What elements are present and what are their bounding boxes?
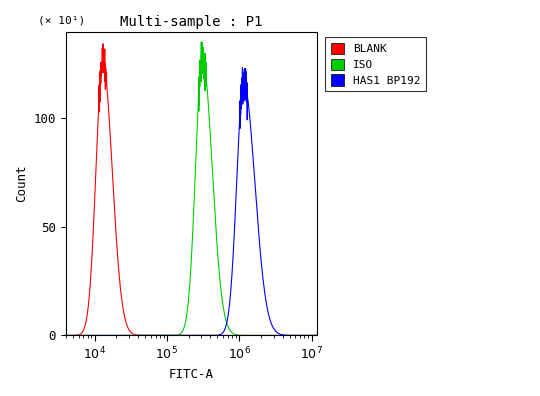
X-axis label: FITC-A: FITC-A: [169, 368, 214, 381]
ISO: [159, 333, 165, 338]
BLANK: [309, 333, 315, 338]
BLANK: [100, 42, 106, 46]
ISO: [198, 40, 205, 44]
ISO: [282, 333, 288, 338]
BLANK: [106, 120, 113, 125]
HAS1 BP192: [159, 333, 165, 338]
HAS1 BP192: [309, 333, 315, 338]
BLANK: [282, 333, 288, 338]
Y-axis label: Count: Count: [15, 165, 28, 202]
Legend: BLANK, ISO, HAS1 BP192: BLANK, ISO, HAS1 BP192: [325, 37, 426, 91]
ISO: [106, 333, 113, 338]
HAS1 BP192: [314, 333, 320, 338]
Line: ISO: ISO: [66, 42, 317, 335]
HAS1 BP192: [91, 333, 98, 338]
HAS1 BP192: [63, 333, 69, 338]
ISO: [63, 333, 69, 338]
ISO: [170, 333, 177, 338]
ISO: [314, 333, 320, 338]
ISO: [91, 333, 98, 338]
Line: BLANK: BLANK: [66, 44, 317, 335]
BLANK: [91, 202, 98, 207]
HAS1 BP192: [170, 333, 177, 338]
HAS1 BP192: [106, 333, 113, 338]
HAS1 BP192: [239, 65, 246, 70]
Line: HAS1 BP192: HAS1 BP192: [66, 68, 317, 335]
Text: (× 10¹): (× 10¹): [38, 15, 85, 25]
ISO: [309, 333, 315, 338]
BLANK: [159, 333, 166, 338]
BLANK: [170, 333, 177, 338]
BLANK: [314, 333, 320, 338]
BLANK: [63, 333, 69, 338]
HAS1 BP192: [282, 333, 288, 337]
Title: Multi-sample : P1: Multi-sample : P1: [120, 15, 262, 29]
